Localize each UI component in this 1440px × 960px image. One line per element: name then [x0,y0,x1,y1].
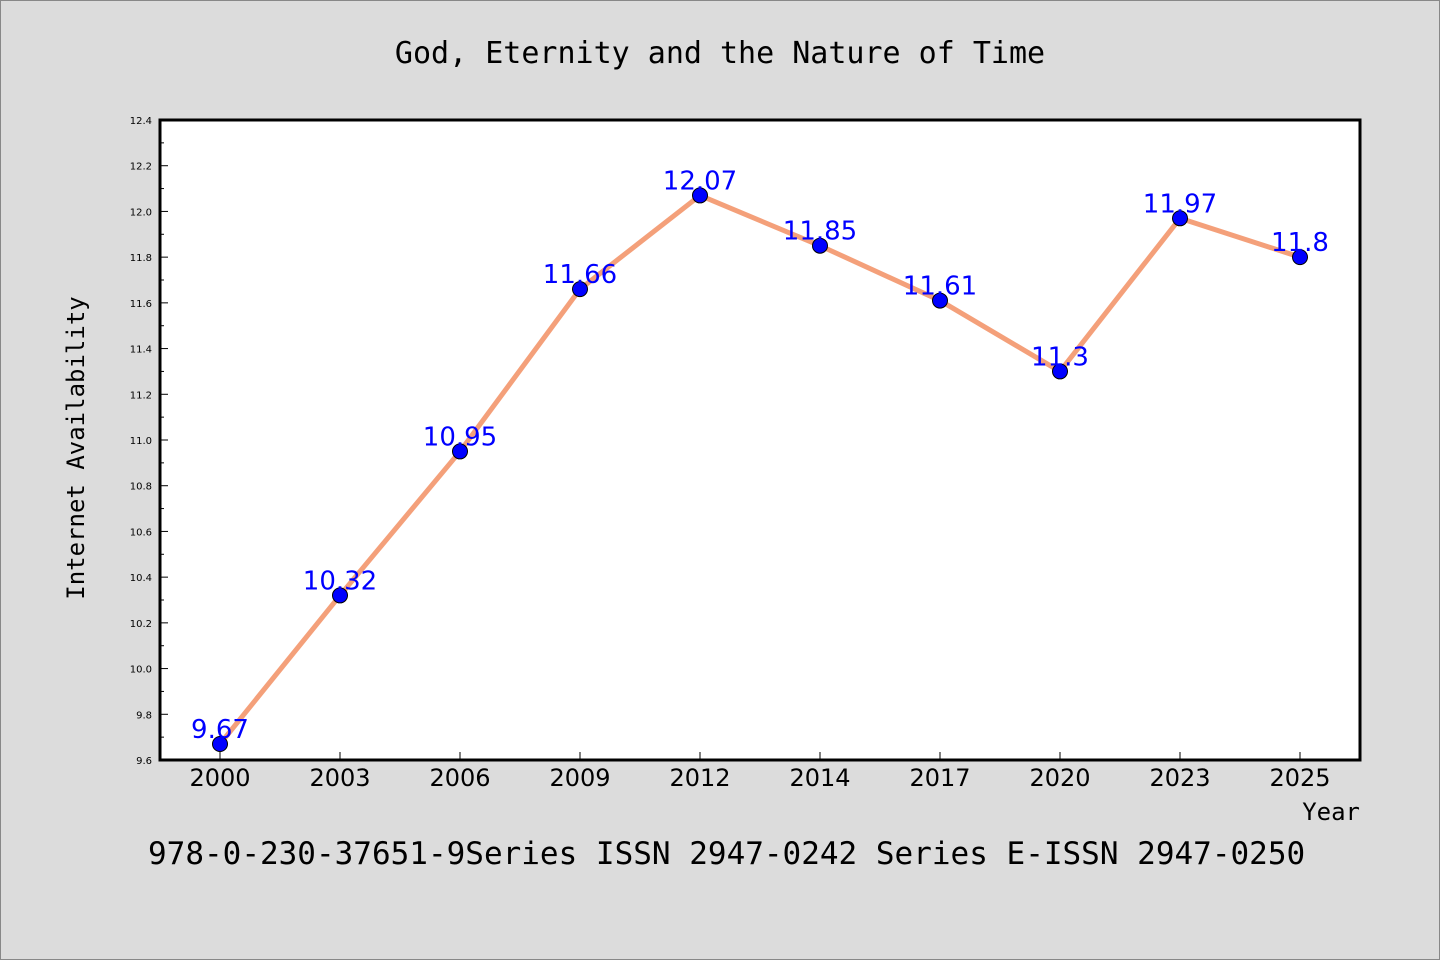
data-label: 10.32 [303,566,377,596]
y-tick-label: 11.6 [130,299,152,310]
data-label: 11.8 [1271,228,1329,258]
x-tick-label: 2006 [429,764,490,792]
data-point [1172,210,1188,227]
y-tick-label: 9.6 [136,756,152,767]
data-label: 11.97 [1143,189,1217,219]
x-tick-label: 2014 [789,764,850,792]
x-tick-label: 2012 [669,764,730,792]
y-tick-label: 11.0 [130,436,152,447]
x-axis: 2000 2003 2006 2009 2012 2014 2017 2020 2023 2025 [189,752,1331,792]
x-tick-label: 2023 [1149,764,1210,792]
x-tick-label: 2003 [309,764,370,792]
x-tick-label: 2025 [1269,764,1330,792]
data-label: 10.95 [423,422,497,452]
data-point [812,237,828,254]
x-axis-label: Year [1302,798,1360,826]
data-labels: 9.67 10.32 10.95 11.66 12.07 11.85 11.61 11.3 11… [191,166,1329,745]
series-markers [212,187,1308,752]
data-label: 12.07 [663,166,737,196]
data-point [572,281,588,298]
y-tick-label: 10.0 [130,665,152,676]
x-tick-label: 2020 [1029,764,1090,792]
y-tick-label: 10.4 [130,573,152,584]
y-tick-label: 11.4 [130,345,152,356]
series-line [218,192,1301,746]
data-label: 11.3 [1031,342,1089,372]
data-label: 11.66 [543,260,617,290]
data-label: 9.67 [191,715,249,745]
x-tick-label: 2017 [909,764,970,792]
data-point [212,736,228,752]
y-axis-label: Internet Availability [62,296,90,599]
data-label: 11.61 [903,272,977,302]
data-point [332,587,348,604]
y-tick-label: 11.2 [130,390,152,401]
plot-frame [158,118,1362,762]
chart-title: God, Eternity and the Nature of Time [395,36,1045,71]
y-tick-label: 10.8 [130,482,152,493]
y-tick-label: 9.8 [136,710,152,721]
data-point [1292,249,1308,266]
y-tick-label: 10.2 [130,619,152,630]
data-point [932,292,948,309]
y-tick-label: 11.8 [130,253,152,264]
y-tick-label: 12.4 [130,116,152,127]
data-point [1052,363,1068,380]
data-point [452,443,468,460]
data-point [692,187,708,204]
y-tick-label: 12.0 [130,207,152,218]
y-tick-label: 10.6 [130,527,152,538]
y-tick-label: 12.2 [130,162,152,173]
data-label: 11.85 [783,217,857,247]
x-tick-label: 2000 [189,764,250,792]
footer-isbn-text: 978-0-230-37651-9Series ISSN 2947-0242 S… [148,836,1305,872]
x-tick-label: 2009 [549,764,610,792]
plot-area [160,120,1360,760]
